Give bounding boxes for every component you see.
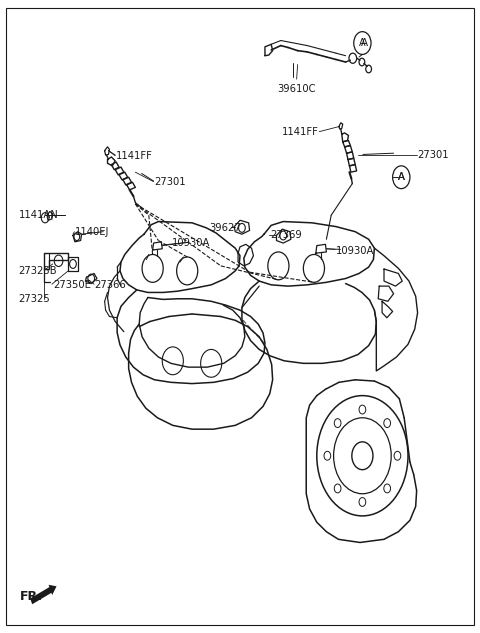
Text: 39610C: 39610C bbox=[277, 84, 316, 94]
Text: 27366: 27366 bbox=[94, 280, 126, 290]
Text: 10930A: 10930A bbox=[336, 246, 374, 256]
Text: A: A bbox=[398, 172, 405, 182]
Text: 1140EJ: 1140EJ bbox=[74, 227, 109, 237]
Text: 27369: 27369 bbox=[270, 230, 301, 241]
Text: 27325: 27325 bbox=[18, 294, 50, 304]
Text: 27325B: 27325B bbox=[18, 266, 57, 276]
Text: FR.: FR. bbox=[20, 590, 43, 603]
Text: 27301: 27301 bbox=[155, 177, 186, 187]
Text: A: A bbox=[361, 38, 368, 48]
Text: 39627: 39627 bbox=[209, 223, 240, 233]
Text: 27350E: 27350E bbox=[53, 280, 91, 290]
FancyArrow shape bbox=[30, 585, 57, 605]
Text: 1141FF: 1141FF bbox=[116, 151, 153, 161]
Text: A: A bbox=[359, 38, 366, 48]
Text: 1141AN: 1141AN bbox=[19, 210, 59, 220]
Text: 10930A: 10930A bbox=[172, 238, 210, 248]
Text: 27301: 27301 bbox=[418, 150, 449, 160]
Text: A: A bbox=[398, 172, 405, 182]
Text: 1141FF: 1141FF bbox=[282, 127, 319, 137]
